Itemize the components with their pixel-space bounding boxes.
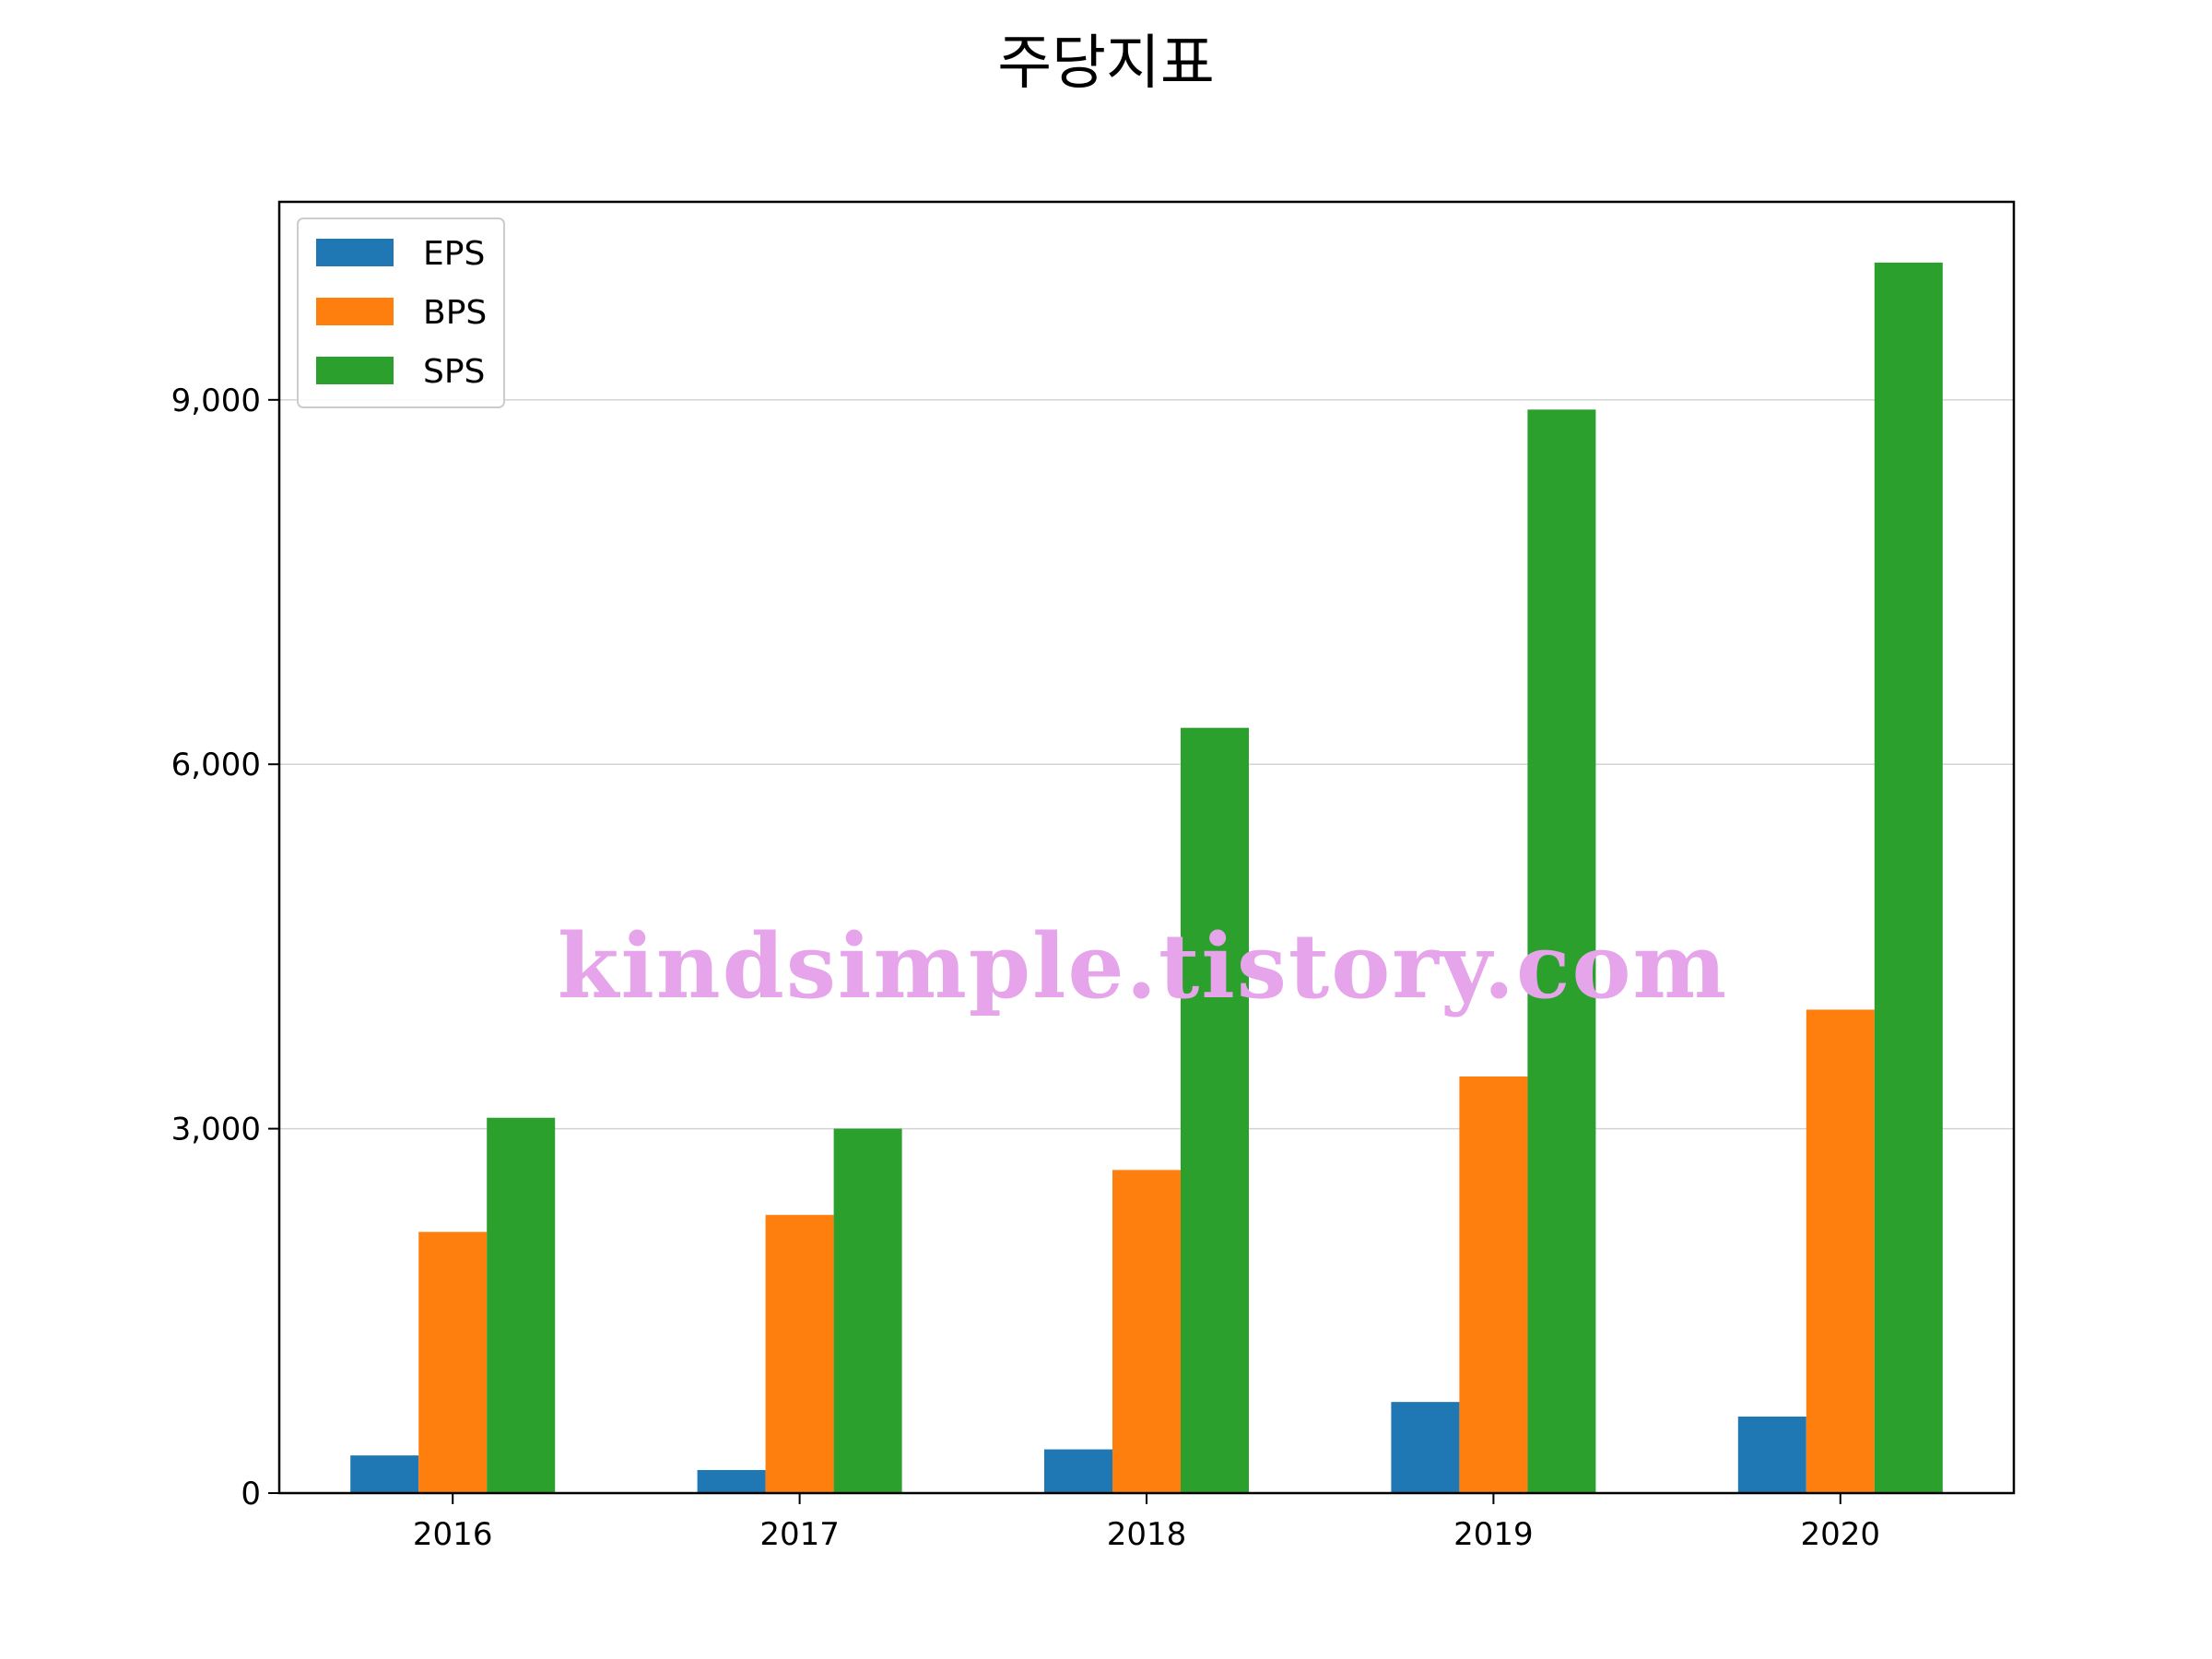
y-tick-label: 3,000 <box>171 1112 261 1148</box>
bar-sps-2019 <box>1527 409 1596 1493</box>
bar-bps-2017 <box>765 1215 834 1493</box>
bars <box>350 262 1943 1493</box>
bar-eps-2016 <box>350 1455 419 1493</box>
y-axis: 0 3,000 6,000 9,000 <box>171 382 279 1512</box>
bar-eps-2020 <box>1737 1416 1806 1493</box>
y-tick-label: 0 <box>241 1476 261 1512</box>
bar-bps-2019 <box>1459 1076 1528 1493</box>
legend-swatch-bps <box>316 298 394 325</box>
x-tick-label: 2016 <box>413 1516 493 1553</box>
bar-sps-2018 <box>1181 727 1249 1493</box>
x-tick-label: 2017 <box>759 1516 840 1553</box>
legend: EPS BPS SPS <box>297 218 505 408</box>
bar-sps-2017 <box>833 1128 902 1493</box>
y-tick-label: 9,000 <box>171 382 261 419</box>
bar-bps-2020 <box>1806 1009 1875 1493</box>
chart-title: 주당지표 <box>997 29 1215 98</box>
bar-eps-2018 <box>1044 1449 1112 1493</box>
plot-frame <box>277 200 2016 1495</box>
grid-lines <box>279 399 2014 1130</box>
legend-swatch-eps <box>316 239 394 266</box>
bar-eps-2019 <box>1391 1402 1460 1493</box>
y-tick-label: 6,000 <box>171 747 261 783</box>
legend-swatch-sps <box>316 357 394 384</box>
legend-label-sps: SPS <box>423 353 485 391</box>
bar-sps-2020 <box>1874 262 1943 1493</box>
watermark: kindsimple.tistory.com <box>558 914 1728 1018</box>
x-tick-label: 2019 <box>1453 1516 1534 1553</box>
bar-sps-2016 <box>487 1117 556 1493</box>
bar-eps-2017 <box>697 1469 766 1493</box>
x-tick-label: 2018 <box>1107 1516 1187 1553</box>
bar-bps-2016 <box>418 1231 488 1493</box>
legend-label-eps: EPS <box>423 235 485 273</box>
x-tick-label: 2020 <box>1801 1516 1881 1553</box>
bar-bps-2018 <box>1112 1170 1181 1493</box>
x-axis: 2016 2017 2018 2019 2020 <box>413 1493 1880 1553</box>
legend-label-bps: BPS <box>423 294 487 332</box>
